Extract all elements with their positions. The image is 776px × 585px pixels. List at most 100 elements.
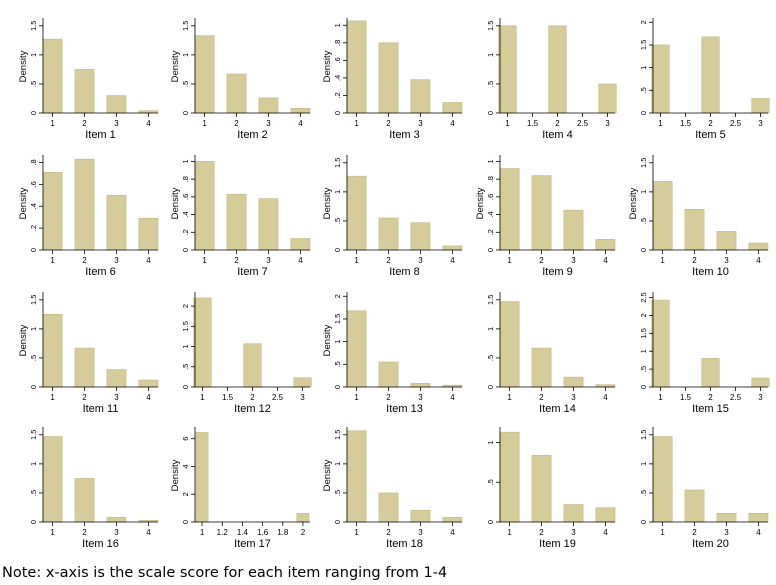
x-tick-label: 3 bbox=[418, 256, 423, 265]
x-tick-label: 3 bbox=[605, 119, 610, 128]
y-axis-title: Density bbox=[322, 187, 333, 219]
y-tick-label: 1 bbox=[486, 327, 495, 331]
bar bbox=[751, 377, 770, 388]
bar bbox=[716, 231, 737, 251]
x-tick-label: 1.4 bbox=[237, 528, 249, 537]
y-tick-label: .6 bbox=[333, 57, 342, 63]
chart-panel-16: 0 .5 1 1.5 1 2 3 4 Item 16 bbox=[29, 427, 159, 550]
y-tick-label: .5 bbox=[486, 81, 495, 87]
bar bbox=[74, 478, 95, 523]
x-tick-label: 4 bbox=[603, 393, 608, 402]
chart-panel-15: 0 .5 1 1.5 2 2.5 1 1.5 2 2.5 3 Item 15 bbox=[639, 292, 770, 415]
x-tick-label: 1 bbox=[354, 256, 359, 265]
x-tick-label: 2.5 bbox=[272, 393, 284, 402]
bar bbox=[290, 238, 311, 251]
x-tick-label: 1 bbox=[507, 528, 512, 537]
chart-panel-10: 0 .5 1 1.5 1 2 3 4 Density Item 10 bbox=[628, 155, 769, 278]
y-tick-label: 2 bbox=[181, 492, 190, 496]
x-tick-label: 4 bbox=[298, 119, 303, 128]
y-tick-label: .6 bbox=[181, 194, 190, 200]
chart-panel-4: 0 .5 1 1.5 1 1.5 2 2.5 3 Item 4 bbox=[486, 18, 617, 141]
x-axis-title: Item 13 bbox=[386, 403, 423, 415]
x-tick-label: 2 bbox=[250, 393, 255, 402]
x-axis-title: Item 3 bbox=[389, 129, 420, 141]
y-tick-label: 1 bbox=[333, 23, 342, 27]
y-tick-label: 1 bbox=[181, 344, 190, 348]
x-tick-label: 1.5 bbox=[527, 119, 539, 128]
bar bbox=[563, 209, 584, 251]
x-tick-label: 1.5 bbox=[680, 393, 692, 402]
y-tick-label: 0 bbox=[639, 248, 648, 252]
x-tick-label: 3 bbox=[114, 528, 119, 537]
chart-panel-6: 0 .2 .4 .6 .8 1 2 3 4 Density Item 6 bbox=[18, 155, 159, 278]
y-axis-title: Density bbox=[628, 187, 639, 219]
bar bbox=[652, 436, 673, 523]
y-axis-title: Density bbox=[170, 50, 181, 82]
bar bbox=[378, 217, 399, 251]
x-tick-label: 2.5 bbox=[577, 119, 589, 128]
bar bbox=[442, 245, 463, 251]
x-tick-label: 4 bbox=[756, 528, 761, 537]
bar bbox=[290, 108, 311, 114]
x-tick-label: 3 bbox=[758, 393, 763, 402]
bar bbox=[651, 299, 670, 388]
x-tick-label: 2 bbox=[539, 256, 544, 265]
x-axis-title: Item 12 bbox=[234, 403, 271, 415]
x-tick-label: 1 bbox=[202, 119, 207, 128]
x-tick-label: 1 bbox=[202, 256, 207, 265]
x-tick-label: 4 bbox=[298, 256, 303, 265]
y-tick-label: 1 bbox=[181, 159, 190, 163]
y-tick-label: .5 bbox=[29, 81, 38, 87]
y-tick-label: 2 bbox=[333, 294, 342, 298]
x-tick-label: 3 bbox=[418, 393, 423, 402]
y-axis-title: Density bbox=[18, 50, 29, 82]
x-axis-title: Item 1 bbox=[85, 129, 116, 141]
x-tick-label: 1 bbox=[50, 528, 55, 537]
y-tick-label: .8 bbox=[486, 176, 495, 182]
bar bbox=[138, 379, 159, 388]
x-axis-title: Item 10 bbox=[692, 266, 729, 278]
y-tick-label: 1.5 bbox=[486, 21, 495, 31]
bar bbox=[701, 36, 720, 114]
bar bbox=[74, 69, 95, 114]
y-tick-label: 1 bbox=[333, 462, 342, 466]
y-tick-label: .5 bbox=[181, 364, 190, 370]
x-axis-title: Item 8 bbox=[389, 266, 420, 278]
bar bbox=[296, 513, 310, 523]
y-tick-label: .5 bbox=[639, 218, 648, 224]
y-tick-label: .8 bbox=[333, 40, 342, 46]
x-tick-label: 2 bbox=[555, 119, 560, 128]
y-tick-label: 1 bbox=[333, 340, 342, 344]
x-axis-title: Item 20 bbox=[692, 538, 729, 550]
y-tick-label: 0 bbox=[639, 385, 648, 389]
x-tick-label: 3 bbox=[266, 119, 271, 128]
bar bbox=[410, 510, 431, 523]
bar bbox=[410, 79, 431, 114]
y-axis-title: Density bbox=[170, 459, 181, 491]
bar bbox=[684, 489, 705, 523]
bar bbox=[651, 44, 670, 114]
x-axis-title: Item 19 bbox=[539, 538, 576, 550]
y-tick-label: 1 bbox=[29, 327, 38, 331]
y-tick-label: 0 bbox=[181, 248, 190, 252]
y-axis-title: Density bbox=[322, 459, 333, 491]
y-tick-label: .5 bbox=[639, 87, 648, 93]
x-axis-title: Item 9 bbox=[542, 266, 573, 278]
y-tick-label: .5 bbox=[486, 479, 495, 485]
bar bbox=[410, 222, 431, 251]
chart-panel-2: 0 .5 1 1.5 1 2 3 4 Density Item 2 bbox=[170, 18, 311, 141]
y-tick-label: 1.5 bbox=[333, 430, 342, 440]
x-tick-label: 1 bbox=[507, 256, 512, 265]
x-tick-label: 3 bbox=[758, 119, 763, 128]
y-tick-label: .8 bbox=[181, 176, 190, 182]
y-tick-label: 0 bbox=[29, 111, 38, 115]
x-tick-label: 1 bbox=[50, 119, 55, 128]
x-tick-label: 2 bbox=[234, 256, 239, 265]
bar bbox=[701, 358, 720, 388]
x-axis-title: Item 17 bbox=[234, 538, 271, 550]
x-axis-title: Item 6 bbox=[85, 266, 116, 278]
y-axis-title: Density bbox=[18, 187, 29, 219]
x-tick-label: 4 bbox=[146, 393, 151, 402]
x-tick-label: 1.5 bbox=[222, 393, 234, 402]
y-tick-label: 1 bbox=[29, 462, 38, 466]
